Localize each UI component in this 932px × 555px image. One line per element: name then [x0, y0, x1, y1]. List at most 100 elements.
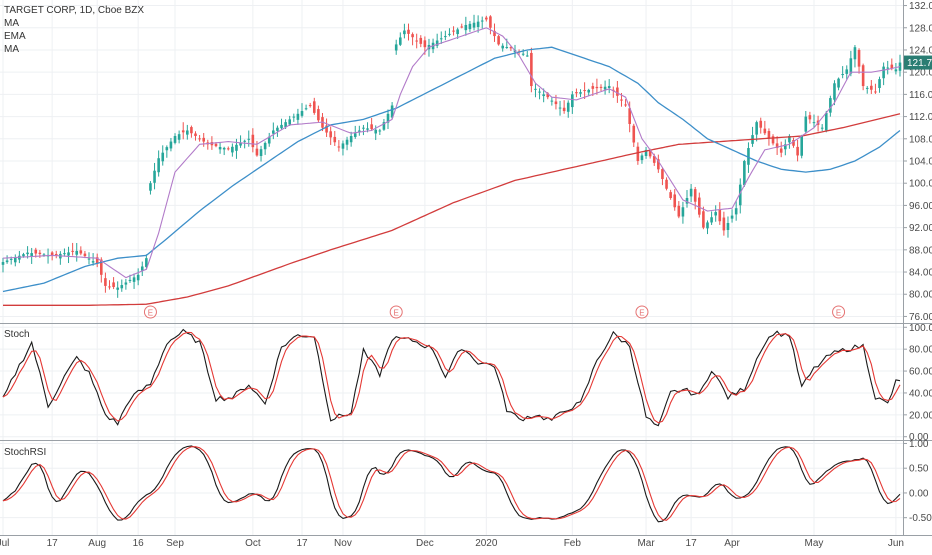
- price-tick-label: 108.00: [909, 134, 932, 145]
- stoch-tick-label: 80.00: [909, 345, 932, 356]
- candle-body: [292, 116, 296, 118]
- candle-body: [460, 26, 464, 28]
- candle-body: [579, 92, 582, 94]
- candle-body: [722, 217, 726, 231]
- candle-body: [42, 254, 46, 256]
- candle-body: [136, 274, 140, 281]
- candle-body: [34, 249, 38, 254]
- candle-body: [390, 105, 394, 118]
- candle-body: [771, 136, 775, 144]
- candle-body: [79, 250, 83, 254]
- candle-body: [194, 133, 197, 137]
- time-axis-label: May: [805, 538, 824, 549]
- candle-body: [243, 140, 246, 142]
- ma-slow-line: [3, 113, 901, 306]
- candle-body: [661, 169, 664, 180]
- candle-body: [890, 64, 894, 69]
- candle-body: [759, 120, 763, 128]
- candle-body: [161, 152, 165, 162]
- candle-body: [120, 285, 124, 289]
- stochrsi-tick-label: 0.50: [909, 464, 929, 475]
- ema-line: [2, 46, 901, 293]
- candle-body: [296, 113, 300, 120]
- candle-body: [472, 22, 476, 28]
- candle-body: [439, 38, 443, 40]
- candle-body: [186, 130, 189, 135]
- candle-body: [865, 87, 869, 89]
- time-axis-label: Feb: [564, 538, 582, 549]
- earnings-marker-icon: [635, 305, 649, 319]
- candle-body: [587, 89, 591, 93]
- candle-body: [190, 127, 193, 134]
- candle-body: [91, 261, 95, 263]
- candle-body: [382, 122, 386, 130]
- candle-body: [710, 217, 713, 223]
- candle-body: [726, 222, 730, 230]
- candle-body: [550, 100, 554, 102]
- price-tick-label: 104.00: [909, 157, 932, 168]
- price-tick-label: 100.00: [909, 179, 932, 190]
- candle-body: [95, 257, 99, 264]
- candle-body: [452, 30, 455, 32]
- candle-body: [394, 44, 398, 51]
- candle-body: [247, 138, 251, 140]
- candle-body: [583, 90, 586, 92]
- candle-body: [22, 254, 25, 257]
- candle-body: [808, 115, 812, 120]
- candle-body: [362, 127, 365, 129]
- candle-body: [824, 112, 828, 131]
- chart-legend: TARGET CORP, 1D, Cboe BZX MA EMA MA: [4, 4, 144, 56]
- indicator-ma2-label[interactable]: MA: [4, 44, 19, 55]
- candle-body: [693, 189, 697, 202]
- candle-body: [607, 86, 611, 88]
- candle-body: [9, 258, 13, 260]
- candle-body: [145, 258, 148, 267]
- time-axis-label: Dec: [416, 538, 434, 549]
- candle-body: [456, 29, 459, 35]
- stochrsi-tick-label: 0.00: [909, 488, 929, 499]
- stoch-k-line: [2, 328, 901, 427]
- candle-body: [509, 47, 513, 49]
- candle-body: [370, 124, 373, 130]
- candle-body: [280, 124, 283, 129]
- candle-body: [788, 136, 791, 143]
- candle-body: [505, 47, 509, 49]
- candle-body: [669, 192, 672, 199]
- stoch-pane-label[interactable]: Stoch: [4, 329, 30, 340]
- candle-body: [800, 136, 803, 156]
- time-axis-label: 17: [686, 538, 698, 549]
- candle-body: [575, 92, 578, 94]
- candle-body: [525, 55, 529, 57]
- price-tick-label: 112.00: [909, 112, 932, 123]
- candle-body: [886, 67, 890, 69]
- candle-body: [485, 17, 488, 20]
- candle-body: [845, 69, 849, 74]
- candle-body: [419, 37, 423, 44]
- candle-body: [329, 131, 332, 138]
- symbol-title[interactable]: TARGET CORP, 1D, Cboe BZX: [4, 5, 145, 16]
- earnings-marker-icon: [832, 305, 846, 319]
- indicator-ema-label[interactable]: EMA: [4, 31, 26, 42]
- candle-body: [743, 161, 746, 186]
- candle-body: [591, 86, 595, 89]
- stochrsi-pane-label[interactable]: StochRSI: [4, 447, 47, 458]
- candle-body: [108, 286, 111, 288]
- candle-body: [239, 142, 242, 146]
- candle-body: [202, 137, 205, 142]
- earnings-marker-icon: [389, 305, 403, 319]
- candle-body: [378, 130, 382, 132]
- candle-body: [501, 45, 504, 49]
- candle-body: [50, 252, 54, 256]
- candle-body: [624, 104, 627, 106]
- candle-body: [132, 277, 136, 282]
- candle-body: [554, 101, 558, 105]
- candle-body: [288, 119, 292, 125]
- candle-body: [251, 134, 255, 148]
- candle-body: [599, 86, 603, 88]
- candle-body: [833, 83, 836, 100]
- stoch-tick-label: 60.00: [909, 367, 932, 378]
- indicator-ma-label[interactable]: MA: [4, 18, 19, 29]
- price-tick-label: 76.00: [909, 312, 932, 323]
